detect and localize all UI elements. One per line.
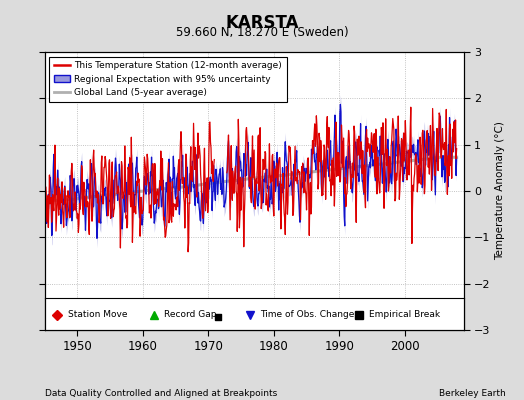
Legend: This Temperature Station (12-month average), Regional Expectation with 95% uncer: This Temperature Station (12-month avera… <box>49 56 287 102</box>
Text: KARSTA: KARSTA <box>225 14 299 32</box>
Text: Berkeley Earth: Berkeley Earth <box>439 389 506 398</box>
Text: 59.660 N, 18.270 E (Sweden): 59.660 N, 18.270 E (Sweden) <box>176 26 348 39</box>
Text: Data Quality Controlled and Aligned at Breakpoints: Data Quality Controlled and Aligned at B… <box>45 389 277 398</box>
Point <box>214 314 222 320</box>
Y-axis label: Temperature Anomaly (°C): Temperature Anomaly (°C) <box>495 122 505 260</box>
